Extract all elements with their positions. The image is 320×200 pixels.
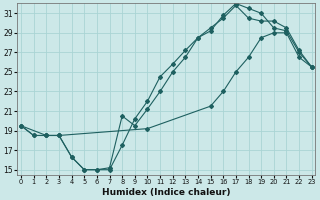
X-axis label: Humidex (Indice chaleur): Humidex (Indice chaleur) (102, 188, 231, 197)
